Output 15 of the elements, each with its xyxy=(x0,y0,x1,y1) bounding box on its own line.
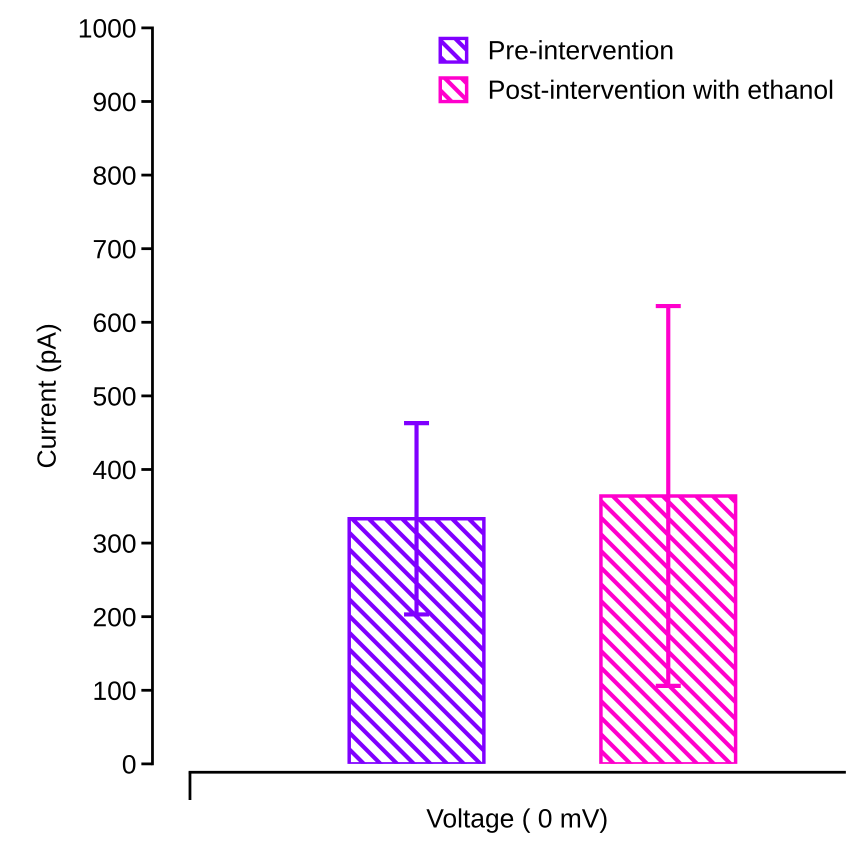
y-tick-label: 700 xyxy=(94,240,136,259)
y-tick-label: 0 xyxy=(122,755,136,774)
y-tick-label: 300 xyxy=(93,534,136,553)
y-tick-label: 900 xyxy=(94,92,136,112)
y-axis-title: Current (pA) xyxy=(36,324,62,468)
x-axis-title: Voltage ( 0 mV) xyxy=(426,808,607,833)
y-tick-label: 500 xyxy=(94,387,136,406)
y-tick-label: 1000 xyxy=(80,19,136,38)
y-tick-label: 400 xyxy=(93,460,136,480)
y-tick-label: 200 xyxy=(94,608,136,627)
legend-label: Post-intervention with ethanol xyxy=(490,80,832,100)
y-tick-label: 800 xyxy=(94,166,136,185)
legend-label: Pre-intervention xyxy=(490,40,672,60)
y-tick-label: 600 xyxy=(94,313,136,332)
y-tick-label: 100 xyxy=(94,681,136,700)
